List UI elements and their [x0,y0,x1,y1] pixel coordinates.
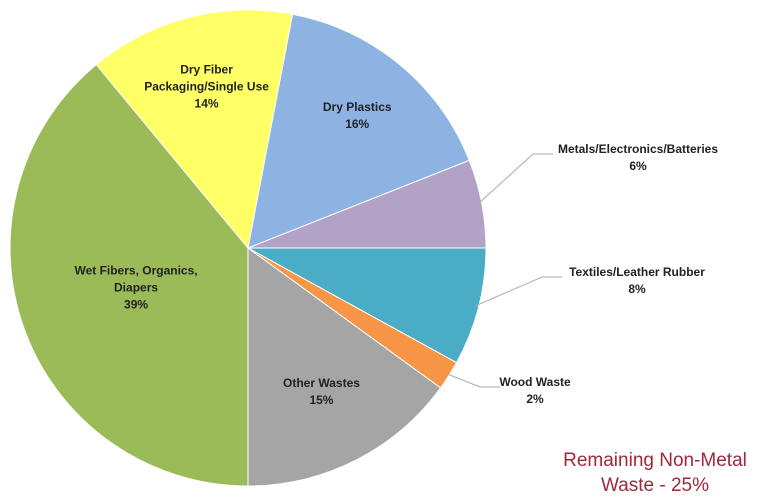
leader-line [474,276,562,307]
slice-label: Metals/Electronics/Batteries 6% [528,141,748,175]
category-label: Dry Fiber Packaging/Single Use [144,62,269,94]
value-label: 8% [628,282,646,296]
slice-label: Wood Waste 2% [475,374,595,408]
slice-label: Other Wastes 15% [251,375,391,409]
pie-slice [95,9,294,250]
value-label: 16% [345,116,370,131]
category-label: Textiles/Leather Rubber [569,265,705,279]
category-label: Wood Waste [499,375,571,389]
slice-label: Textiles/Leather Rubber 8% [537,264,737,298]
value-label: 14% [194,96,219,111]
value-label: 6% [629,159,647,173]
pie-slice [247,159,487,249]
pie-slice [247,247,487,364]
category-label: Dry Plastics [322,99,392,114]
value-label: 2% [526,392,544,406]
category-label: Metals/Electronics/Batteries [557,142,719,156]
value-label: 39% [124,297,149,312]
category-label: Wet Fibers, Organics, Diapers [74,263,198,295]
pie-slice [247,247,442,487]
annotation: Remaining Non-Metal Waste - 25% [563,450,747,496]
pie-slice [9,63,249,487]
slice-label: Dry Fiber Packaging/Single Use 14% [137,61,277,112]
slice-label: Wet Fibers, Organics, Diapers 39% [51,263,221,314]
pie-slice [247,13,470,249]
slice-label: Dry Plastics 16% [297,99,417,133]
value-label: 15% [309,393,334,408]
leader-line [477,153,553,205]
category-label: Other Wastes [283,376,360,391]
leader-line [445,372,500,388]
